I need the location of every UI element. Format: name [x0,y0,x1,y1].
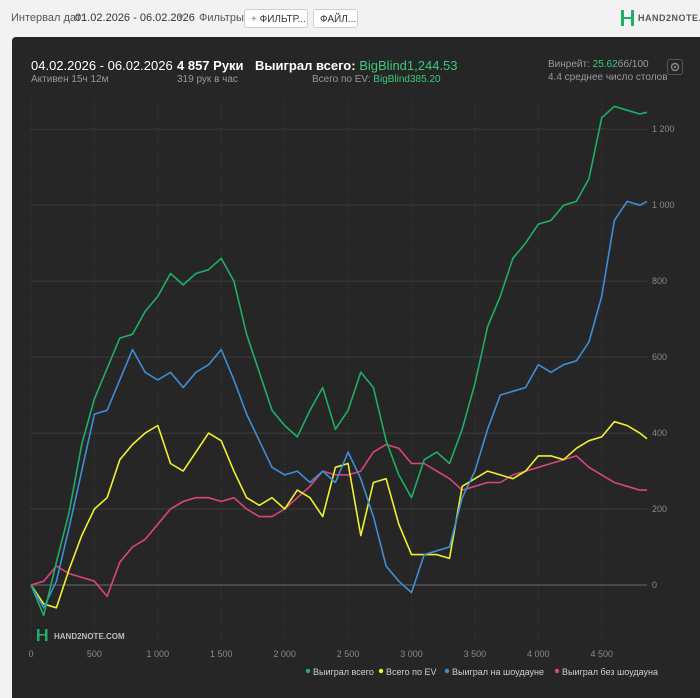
top-toolbar: Интервал дат: 01.02.2026 - 06.02.2026 ▼ … [0,0,700,36]
ev-label: Всего по EV: [312,74,371,85]
legend-label[interactable]: Выиграл на шоудауне [452,667,544,677]
x-tick-label: 2 500 [337,649,360,659]
legend-marker [305,668,311,674]
hands-per-hour: 319 рук в час [177,74,238,85]
legend-label[interactable]: Выиграл всего [313,667,374,677]
interval-select[interactable]: 01.02.2026 - 06.02.2026 [75,12,195,24]
legend-label[interactable]: Всего по EV [386,667,436,677]
x-tick-label: 1 000 [147,649,170,659]
gear-icon [670,62,680,72]
legend-marker [444,668,450,674]
x-tick-label: 500 [87,649,102,659]
legend-marker [554,668,560,674]
file-button[interactable]: ФАЙЛ... [313,9,358,28]
grid [30,95,647,642]
y-tick-label: 1 000 [652,200,675,210]
series-ev [30,420,648,609]
series-no-showdown [30,443,647,598]
y-tick-label: 600 [652,352,667,362]
ev-value: BigBlind385.20 [373,74,441,85]
series-total [30,105,648,617]
winrate-suffix: бб/100 [617,59,649,70]
watermark-text: HAND2NOTE.COM [54,632,125,641]
y-tick-label: 200 [652,504,667,514]
active-time: Активен 15ч 12м [31,74,109,85]
legend-marker [378,668,384,674]
chevron-down-icon[interactable]: ▼ [177,13,185,22]
y-tick-label: 800 [652,276,667,286]
interval-label: Интервал дат: [11,12,84,24]
watermark-icon [45,629,48,641]
y-tick-label: 0 [652,580,657,590]
series-showdown [30,200,648,609]
y-tick-label: 1 200 [652,124,675,134]
plus-icon: + [251,14,257,25]
settings-button[interactable] [667,59,683,75]
y-tick-label: 400 [652,428,667,438]
x-tick-label: 4 500 [590,649,613,659]
x-tick-label: 4 000 [527,649,550,659]
x-tick-label: 0 [28,649,33,659]
filter-button[interactable]: + ФИЛЬТР... [244,9,308,28]
date-range: 04.02.2026 - 06.02.2026 [31,58,173,73]
hand2note-logo: HAND2NOTE.COM [621,10,700,26]
x-tick-label: 2 000 [273,649,296,659]
won-total: Выиграл всего: BigBlind1,244.53 [255,58,458,73]
filter-button-label: ФИЛЬТР... [259,14,306,25]
series-lines [30,105,648,617]
won-label: Выиграл всего: [255,58,356,73]
avg-tables: 4.4 среднее число столов [548,72,668,83]
winrate-value: 25.62 [592,59,618,70]
h2n-logo-icon [621,10,634,26]
winrate: Винрейт: 25.62бб/100 [548,59,649,70]
graph-panel: 04.02.2026 - 06.02.2026 Активен 15ч 12м … [12,37,700,698]
legend: Выиграл всего Всего по EV Выиграл на шоуда… [305,667,658,677]
x-tick-label: 3 000 [400,649,423,659]
filters-label: Фильтры: [199,12,247,24]
legend-label[interactable]: Выиграл без шоудауна [562,667,658,677]
winrate-label: Винрейт: [548,59,590,70]
watermark-icon [37,629,40,641]
axis-ticks: 0 500 1 000 1 500 2 000 2 500 3 000 3 500 4 000 4… [28,124,674,659]
logo-text: HAND2NOTE.COM [638,13,700,23]
hands-count: 4 857 Руки [177,58,244,73]
x-tick-label: 1 500 [210,649,233,659]
x-tick-label: 3 500 [464,649,487,659]
won-value: BigBlind1,244.53 [359,58,458,73]
watermark-icon [39,634,45,636]
watermark: HAND2NOTE.COM [37,629,125,641]
ev-total: Всего по EV: BigBlind385.20 [312,74,441,85]
